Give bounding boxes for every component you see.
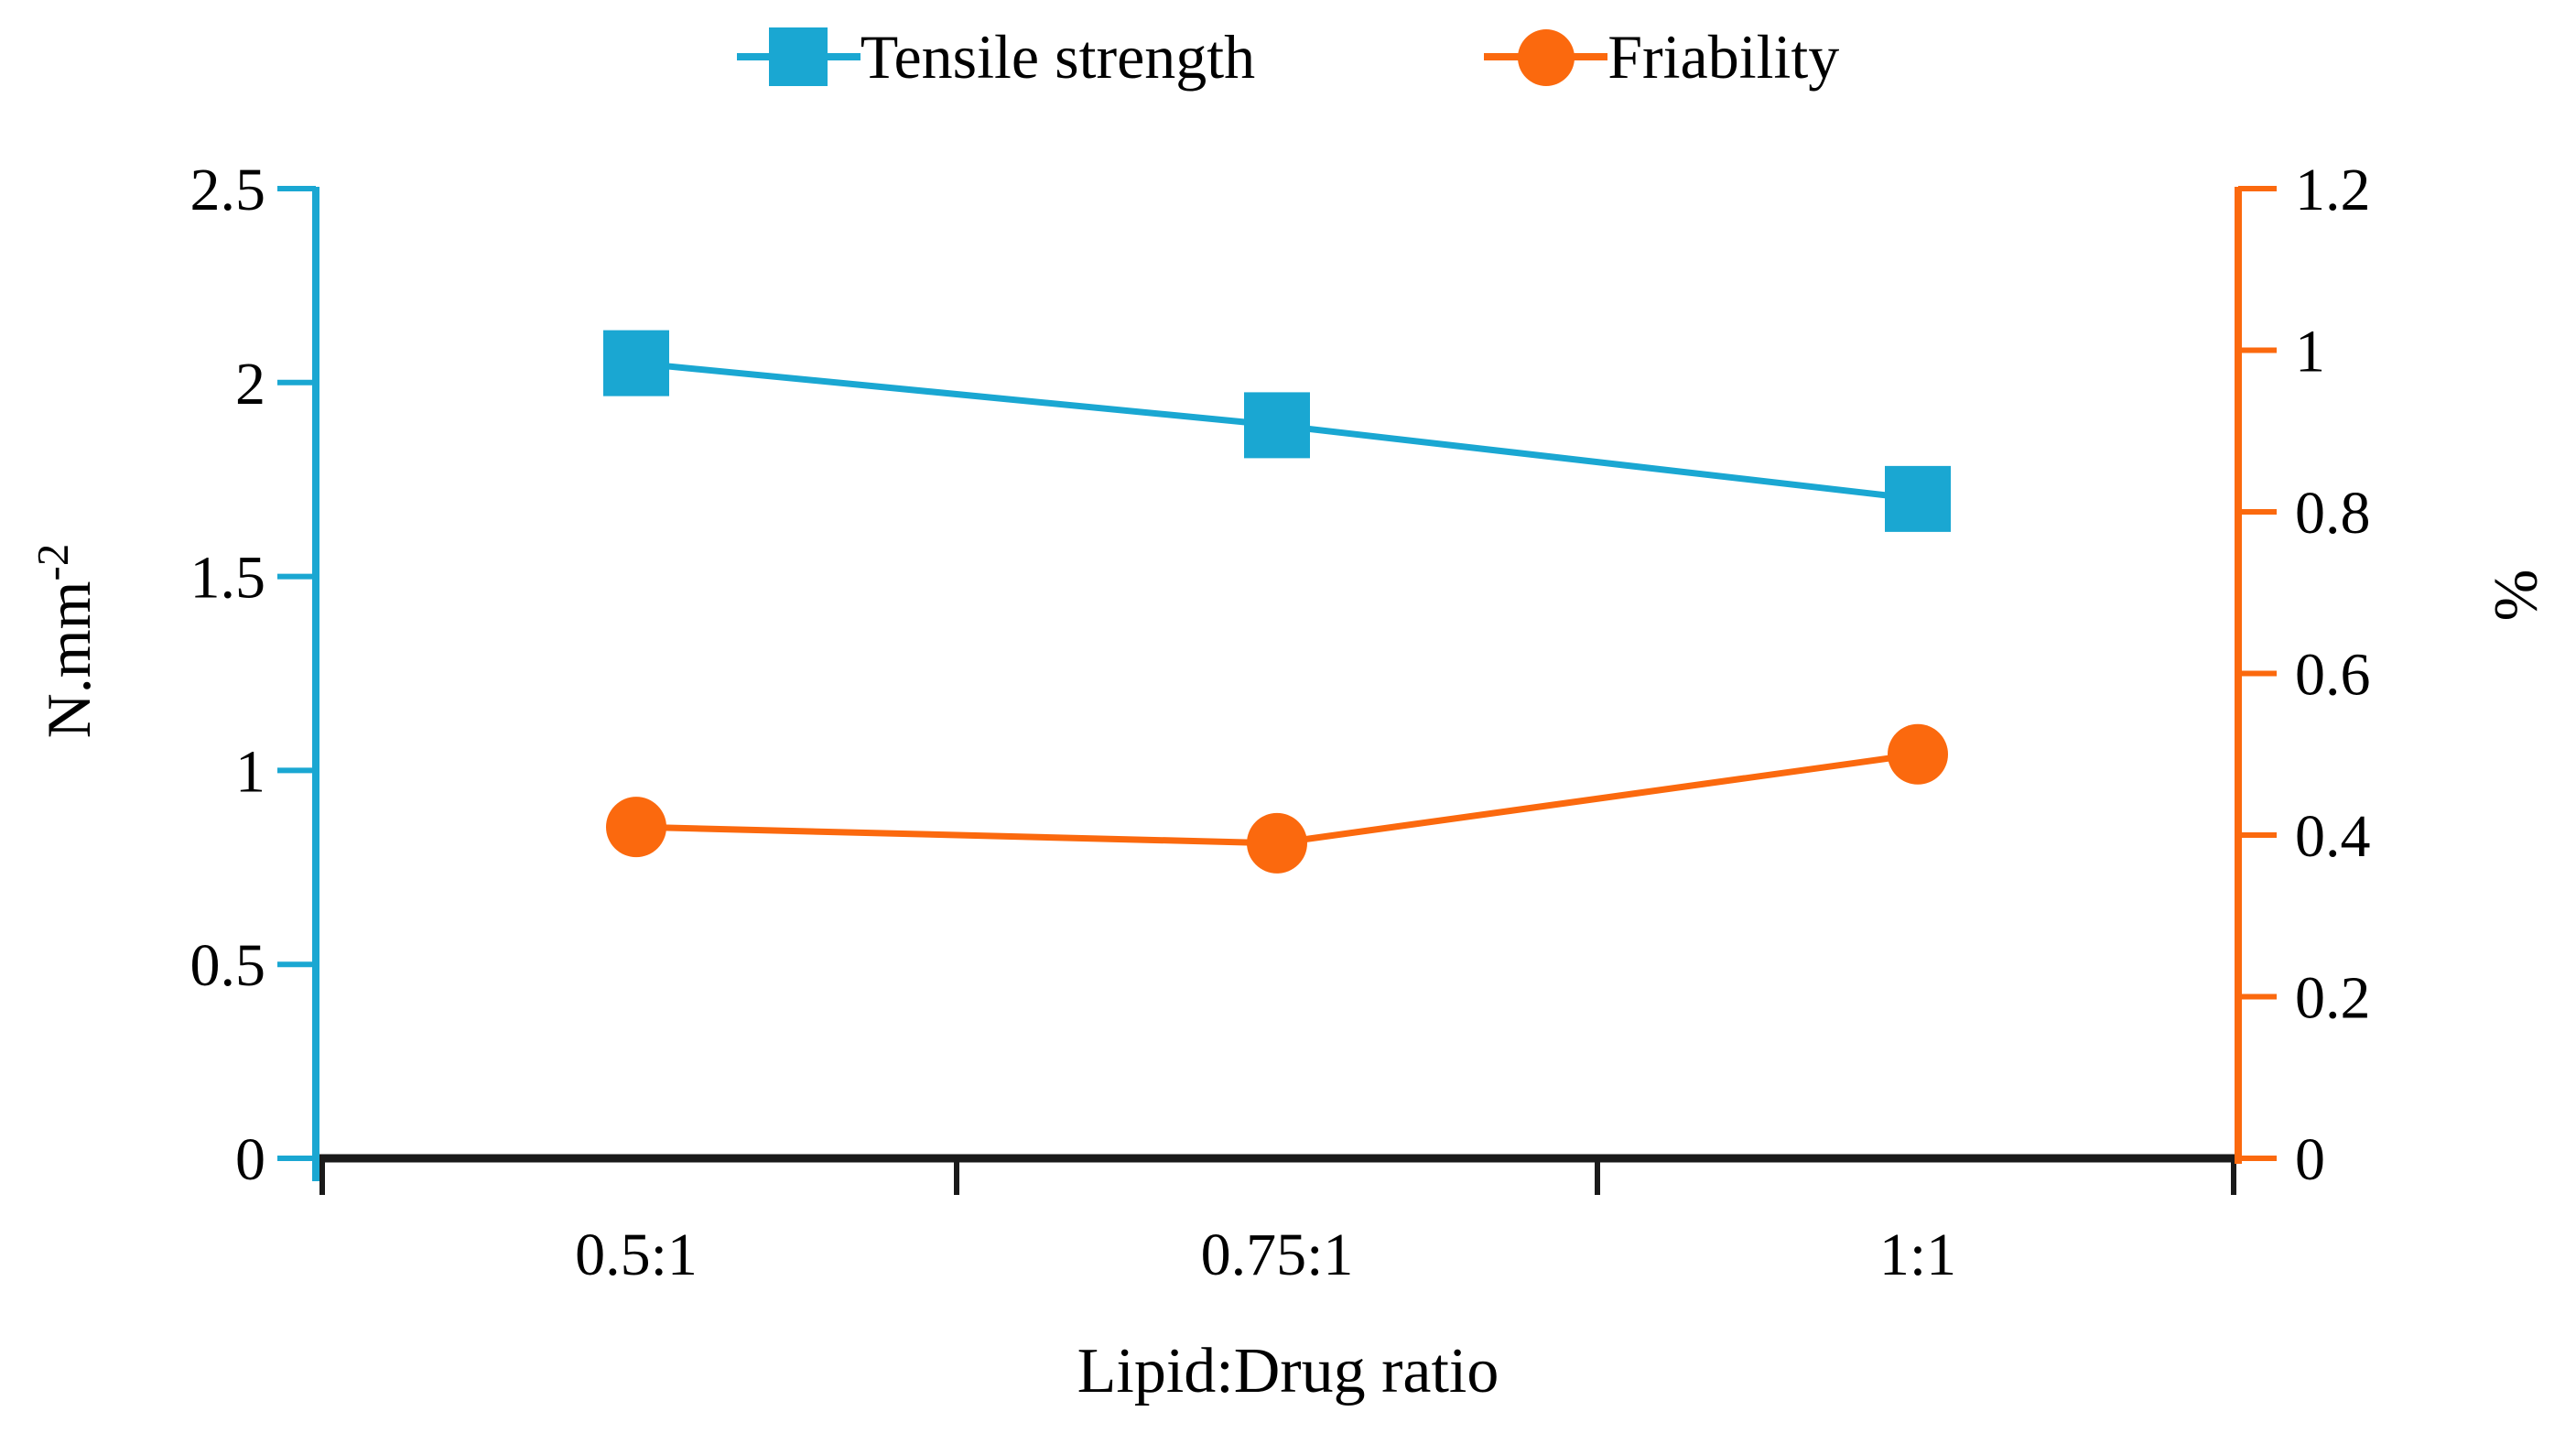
left-tick-label: 1.5 [190,545,266,612]
left-tick-label: 0.5 [190,932,266,999]
tensile-strength-data-point [1885,465,1951,532]
left-tick-label: 1 [235,738,265,805]
friability-data-point [606,797,666,858]
legend: Tensile strength Friability [0,15,2576,99]
x-axis-title: Lipid:Drug ratio [1077,1336,1499,1406]
right-tick-label: 0 [2295,1126,2325,1193]
tensile-strength-data-point [603,330,669,396]
right-tick-label: 0.4 [2295,803,2371,870]
tensile-legend-key [736,15,860,99]
friability-circle-marker-icon [1518,29,1575,86]
right-tick-label: 1.2 [2295,157,2371,223]
x-tick-label: 0.5:1 [575,1221,698,1288]
friability-data-point [1247,812,1307,874]
left-tick-label: 2.5 [190,157,266,223]
right-tick-label: 0.2 [2295,965,2371,1032]
legend-item-friability: Friability [1484,15,1839,99]
tensile-legend-label: Tensile strength [860,22,1256,92]
right-tick-label: 0.6 [2295,642,2371,709]
friability-legend-label: Friability [1607,22,1840,92]
x-tick-label: 0.75:1 [1201,1221,1354,1288]
left-tick-label: 0 [235,1126,265,1193]
left-tick-label: 2 [235,351,265,418]
right-tick-label: 1 [2295,319,2325,385]
right-tick-label: 0.8 [2295,480,2371,547]
x-tick-label: 1:1 [1879,1221,1956,1288]
friability-legend-key [1484,15,1608,99]
friability-data-point [1888,723,1948,785]
tensile-strength-data-point [1244,392,1310,459]
legend-item-tensile: Tensile strength [736,15,1256,99]
tensile-square-marker-icon [768,27,828,86]
